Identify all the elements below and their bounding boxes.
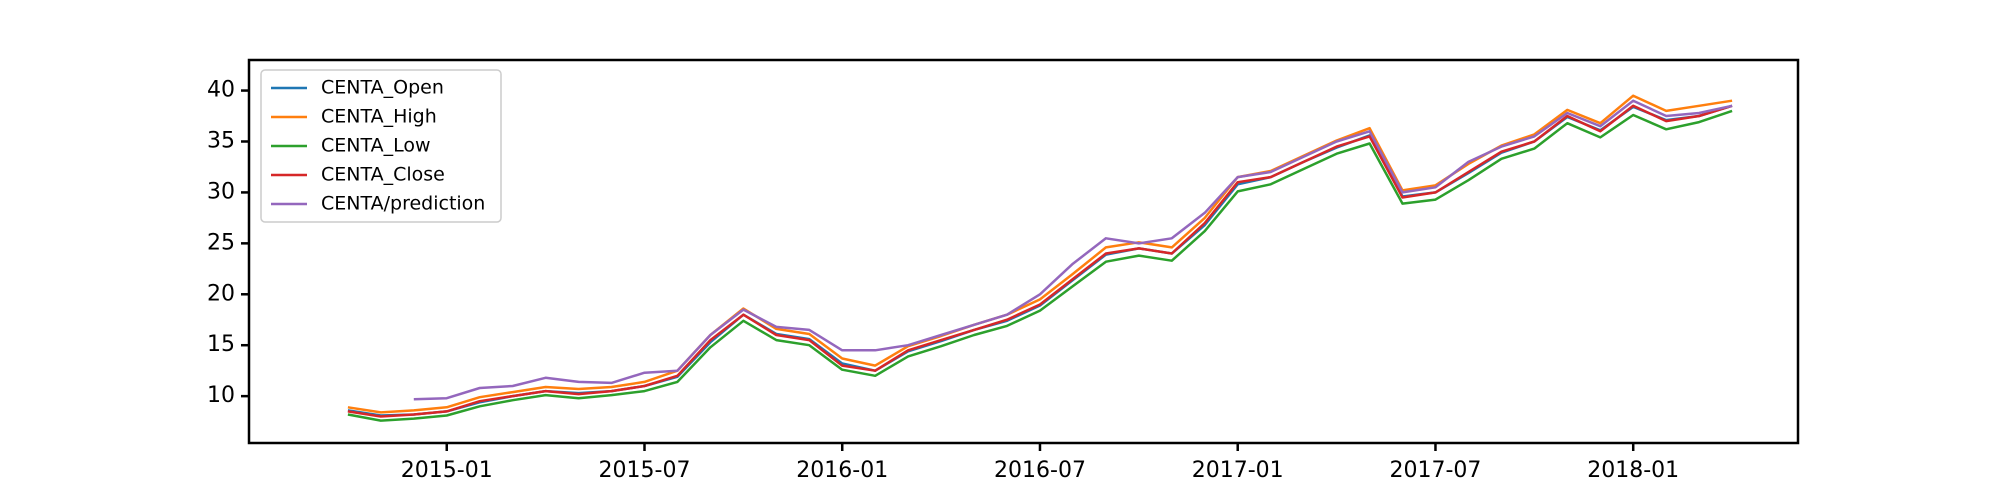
legend-label: CENTA_Open: [321, 77, 444, 99]
y-tick-label: 40: [207, 78, 235, 103]
legend: CENTA_Open CENTA_High CENTA_Low CENTA_Close…: [260, 69, 502, 223]
legend-label: CENTA_Low: [321, 135, 431, 157]
x-tick-label: 2017-01: [1192, 458, 1284, 483]
x-tick-label: 2017-07: [1390, 458, 1482, 483]
y-tick-label: 25: [207, 230, 235, 255]
legend-label: CENTA_High: [321, 106, 437, 128]
x-tick-label: 2015-01: [401, 458, 493, 483]
series-line: [347, 104, 1733, 418]
series-line: [347, 94, 1733, 414]
y-tick-label: 20: [207, 281, 235, 306]
series-line: [413, 99, 1733, 401]
x-tick-label: 2016-01: [796, 458, 888, 483]
y-tick-label: 35: [207, 128, 235, 153]
series-line: [347, 109, 1733, 422]
y-tick-label: 15: [207, 332, 235, 357]
x-tick-label: 2018-01: [1587, 458, 1679, 483]
legend-label: CENTA_Close: [321, 164, 445, 186]
y-tick-label: 30: [207, 179, 235, 204]
x-tick-label: 2015-07: [599, 458, 691, 483]
x-tick-label: 2016-07: [994, 458, 1086, 483]
y-tick-label: 10: [207, 383, 235, 408]
legend-box: [260, 69, 502, 223]
legend-label: CENTA/prediction: [321, 193, 485, 215]
plot-frame: [247, 58, 1800, 445]
